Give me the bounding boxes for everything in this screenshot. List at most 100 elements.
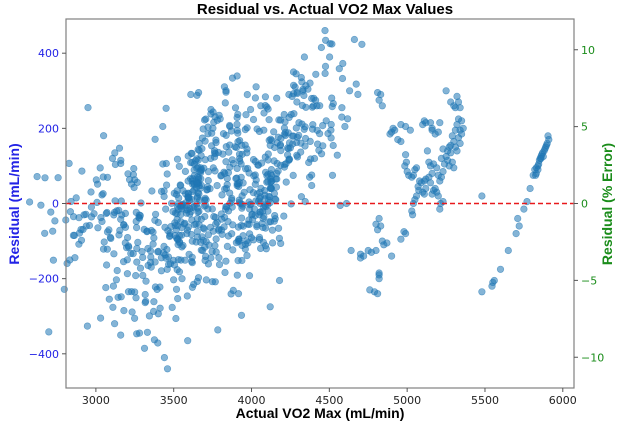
data-point [319, 142, 327, 150]
data-point [202, 196, 210, 204]
data-point [163, 170, 171, 178]
data-point [420, 177, 428, 185]
data-point [143, 328, 151, 336]
data-point [204, 231, 212, 239]
data-point [177, 181, 185, 190]
data-point [242, 111, 250, 119]
data-point [490, 276, 498, 285]
data-point [109, 303, 117, 311]
data-point [260, 126, 268, 134]
data-point [531, 171, 540, 179]
data-point [300, 53, 309, 61]
data-point [99, 190, 107, 198]
data-point [140, 344, 149, 352]
data-point [187, 230, 195, 239]
data-point [102, 284, 110, 292]
data-point [163, 365, 172, 373]
data-point [267, 135, 275, 143]
data-point [224, 232, 232, 240]
y-axis-right: −10 −5 0 5 10 [574, 44, 604, 364]
data-point [154, 248, 162, 256]
data-point [231, 104, 240, 112]
data-point [238, 214, 246, 222]
data-point [159, 122, 167, 131]
data-point [102, 261, 111, 269]
data-point [346, 87, 354, 95]
data-point [149, 240, 157, 248]
data-point [233, 174, 241, 182]
data-point [327, 126, 335, 134]
data-point [93, 198, 101, 206]
data-point [298, 120, 306, 128]
data-point [526, 184, 534, 193]
data-point [244, 220, 252, 228]
data-point [201, 212, 209, 221]
data-point [280, 124, 289, 132]
data-point [391, 126, 399, 134]
data-point [297, 193, 306, 201]
data-point [227, 290, 235, 298]
data-point [162, 254, 170, 262]
data-point [172, 285, 181, 293]
y-axis-left: −400 −200 0 200 400 [29, 47, 66, 361]
data-point [150, 307, 158, 316]
y-tick-label-right: 10 [581, 44, 595, 57]
data-point [378, 102, 386, 110]
data-point [263, 178, 271, 186]
x-tick-label: 3500 [160, 394, 188, 407]
data-point [291, 83, 299, 91]
data-point [193, 215, 201, 223]
data-point [97, 214, 105, 222]
data-point [439, 168, 447, 176]
data-point [301, 142, 309, 150]
data-point [151, 258, 159, 266]
data-point [211, 147, 219, 155]
data-point [261, 93, 270, 101]
data-point [285, 139, 294, 147]
data-point [147, 253, 155, 261]
data-point [123, 270, 131, 278]
data-point [316, 130, 324, 138]
data-point [87, 213, 96, 221]
data-point [131, 176, 139, 184]
data-point [478, 288, 486, 296]
data-point [222, 131, 230, 139]
data-point [251, 180, 259, 188]
data-point [268, 226, 277, 234]
data-point [328, 171, 337, 179]
data-point [233, 113, 241, 122]
data-point [307, 155, 315, 163]
data-point [133, 224, 141, 232]
data-point [326, 53, 334, 61]
data-point [51, 217, 59, 225]
data-point [450, 164, 458, 172]
data-point [514, 214, 522, 223]
y-axis-label-right: Residual (% Error) [599, 143, 615, 265]
data-point [174, 295, 182, 303]
data-point [120, 307, 128, 315]
data-point [251, 212, 259, 220]
data-point [235, 196, 243, 204]
data-point [37, 201, 45, 209]
data-point [211, 242, 219, 250]
data-point [277, 134, 285, 143]
data-point [147, 247, 155, 255]
data-point [139, 271, 147, 280]
data-point [184, 193, 192, 201]
data-point [354, 90, 362, 98]
data-point [202, 115, 210, 123]
data-point [47, 208, 55, 216]
data-point [515, 222, 523, 230]
data-point [110, 250, 118, 258]
data-point [184, 337, 192, 345]
data-point [287, 110, 295, 119]
data-point [94, 224, 102, 232]
data-point [264, 150, 272, 158]
data-point [251, 94, 259, 102]
data-point [375, 214, 383, 223]
data-point [113, 267, 121, 275]
data-point [215, 254, 223, 262]
data-point [156, 304, 164, 312]
y-tick-label-left: 0 [52, 198, 59, 211]
data-point [456, 139, 464, 147]
